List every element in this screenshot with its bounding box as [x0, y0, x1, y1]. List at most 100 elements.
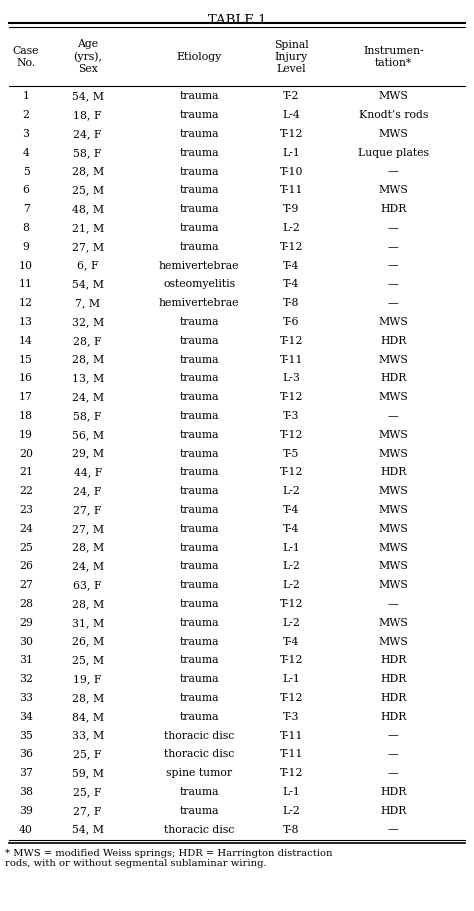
Text: —: — — [388, 261, 399, 271]
Text: T-6: T-6 — [283, 317, 300, 327]
Text: —: — — [388, 768, 399, 778]
Text: L-2: L-2 — [283, 223, 301, 233]
Text: Instrumen-
tation*: Instrumen- tation* — [363, 46, 424, 67]
Text: MWS: MWS — [379, 354, 408, 364]
Text: L-1: L-1 — [283, 543, 301, 553]
Text: —: — — [388, 599, 399, 609]
Text: HDR: HDR — [380, 655, 407, 665]
Text: T-3: T-3 — [283, 411, 300, 421]
Text: L-2: L-2 — [283, 561, 301, 571]
Text: 24, M: 24, M — [72, 561, 104, 571]
Text: 28, M: 28, M — [72, 543, 104, 553]
Text: HDR: HDR — [380, 711, 407, 722]
Text: 25, M: 25, M — [72, 186, 104, 195]
Text: 25, F: 25, F — [73, 787, 102, 797]
Text: 3: 3 — [23, 129, 29, 139]
Text: trauma: trauma — [179, 599, 219, 609]
Text: trauma: trauma — [179, 637, 219, 647]
Text: 58, F: 58, F — [73, 148, 102, 158]
Text: thoracic disc: thoracic disc — [164, 750, 234, 760]
Text: 21: 21 — [19, 467, 33, 477]
Text: 6, F: 6, F — [77, 261, 99, 271]
Text: HDR: HDR — [380, 693, 407, 703]
Text: L-1: L-1 — [283, 787, 301, 797]
Text: 11: 11 — [19, 280, 33, 290]
Text: trauma: trauma — [179, 693, 219, 703]
Text: 59, M: 59, M — [72, 768, 104, 778]
Text: 21, M: 21, M — [72, 223, 104, 233]
Text: MWS: MWS — [379, 129, 408, 139]
Text: T-4: T-4 — [283, 524, 300, 534]
Text: Etiology: Etiology — [176, 52, 222, 62]
Text: HDR: HDR — [380, 467, 407, 477]
Text: 63, F: 63, F — [73, 580, 102, 590]
Text: trauma: trauma — [179, 129, 219, 139]
Text: 28, M: 28, M — [72, 167, 104, 177]
Text: trauma: trauma — [179, 354, 219, 364]
Text: L-3: L-3 — [283, 374, 301, 384]
Text: T-12: T-12 — [280, 393, 303, 402]
Text: Case
No.: Case No. — [13, 46, 39, 67]
Text: 44, F: 44, F — [73, 467, 102, 477]
Text: trauma: trauma — [179, 561, 219, 571]
Text: trauma: trauma — [179, 374, 219, 384]
Text: T-11: T-11 — [280, 186, 303, 195]
Text: MWS: MWS — [379, 448, 408, 458]
Text: MWS: MWS — [379, 637, 408, 647]
Text: —: — — [388, 824, 399, 834]
Text: 32, M: 32, M — [72, 317, 104, 327]
Text: trauma: trauma — [179, 186, 219, 195]
Text: 18: 18 — [19, 411, 33, 421]
Text: T-12: T-12 — [280, 599, 303, 609]
Text: MWS: MWS — [379, 561, 408, 571]
Text: 6: 6 — [23, 186, 29, 195]
Text: 38: 38 — [19, 787, 33, 797]
Text: T-3: T-3 — [283, 711, 300, 722]
Text: MWS: MWS — [379, 486, 408, 496]
Text: T-12: T-12 — [280, 241, 303, 251]
Text: 9: 9 — [23, 241, 29, 251]
Text: 29, M: 29, M — [72, 448, 104, 458]
Text: 28, M: 28, M — [72, 354, 104, 364]
Text: trauma: trauma — [179, 524, 219, 534]
Text: HDR: HDR — [380, 787, 407, 797]
Text: trauma: trauma — [179, 204, 219, 214]
Text: trauma: trauma — [179, 91, 219, 101]
Text: trauma: trauma — [179, 336, 219, 346]
Text: MWS: MWS — [379, 186, 408, 195]
Text: 32: 32 — [19, 674, 33, 684]
Text: 13, M: 13, M — [72, 374, 104, 384]
Text: T-12: T-12 — [280, 655, 303, 665]
Text: —: — — [388, 241, 399, 251]
Text: —: — — [388, 411, 399, 421]
Text: MWS: MWS — [379, 524, 408, 534]
Text: HDR: HDR — [380, 204, 407, 214]
Text: 1: 1 — [23, 91, 29, 101]
Text: T-4: T-4 — [283, 637, 300, 647]
Text: T-2: T-2 — [283, 91, 300, 101]
Text: trauma: trauma — [179, 806, 219, 815]
Text: MWS: MWS — [379, 91, 408, 101]
Text: trauma: trauma — [179, 430, 219, 440]
Text: 28, F: 28, F — [73, 336, 102, 346]
Text: 23: 23 — [19, 505, 33, 515]
Text: trauma: trauma — [179, 167, 219, 177]
Text: —: — — [388, 223, 399, 233]
Text: 31, M: 31, M — [72, 618, 104, 628]
Text: trauma: trauma — [179, 393, 219, 402]
Text: T-12: T-12 — [280, 768, 303, 778]
Text: L-4: L-4 — [283, 110, 301, 120]
Text: 20: 20 — [19, 448, 33, 458]
Text: HDR: HDR — [380, 374, 407, 384]
Text: 24: 24 — [19, 524, 33, 534]
Text: trauma: trauma — [179, 241, 219, 251]
Text: T-10: T-10 — [280, 167, 303, 177]
Text: T-4: T-4 — [283, 280, 300, 290]
Text: 34: 34 — [19, 711, 33, 722]
Text: T-12: T-12 — [280, 129, 303, 139]
Text: T-12: T-12 — [280, 467, 303, 477]
Text: Knodt’s rods: Knodt’s rods — [359, 110, 428, 120]
Text: L-2: L-2 — [283, 618, 301, 628]
Text: 24, F: 24, F — [73, 486, 102, 496]
Text: 33: 33 — [19, 693, 33, 703]
